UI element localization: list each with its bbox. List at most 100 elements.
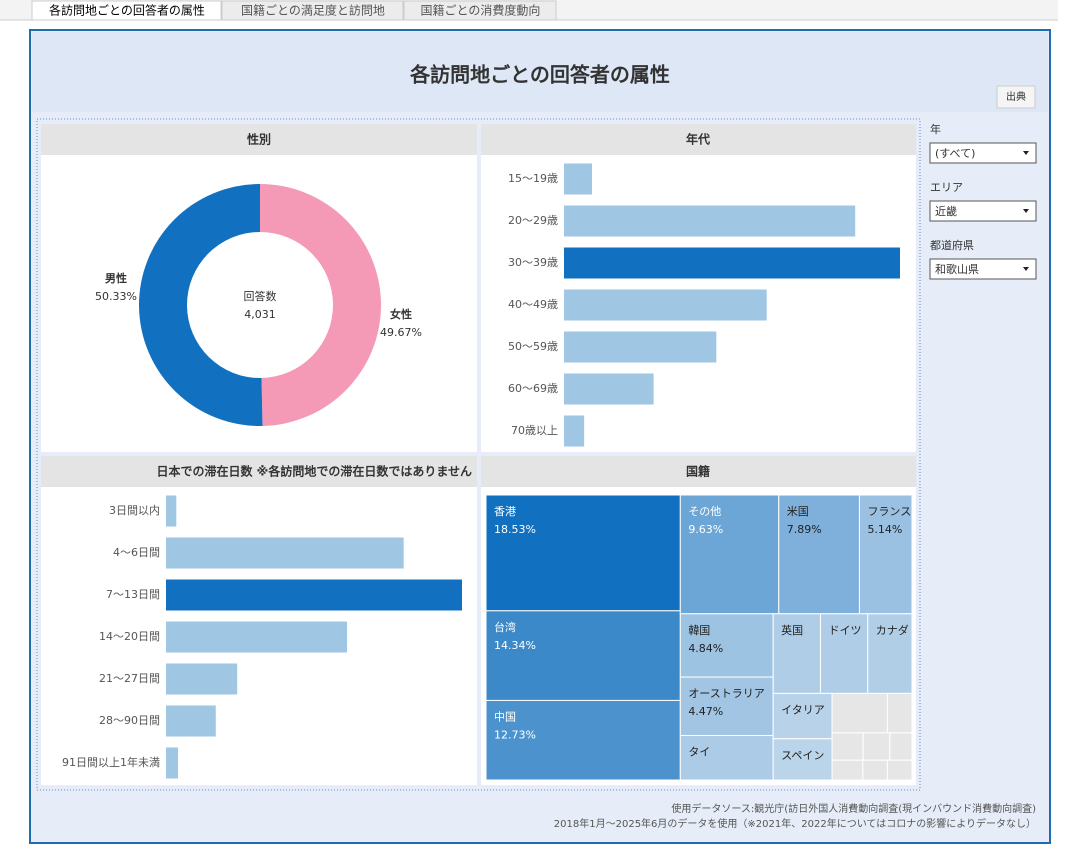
treemap-cell — [485, 699, 681, 781]
panel — [41, 456, 477, 785]
bar — [564, 205, 856, 237]
cell-label: 米国 — [787, 505, 809, 518]
treemap-cell — [819, 613, 869, 694]
dropdown-value[interactable]: (すべて) — [935, 147, 975, 160]
y-tick-label: 28〜90日間 — [99, 714, 160, 727]
cell-label: 韓国 — [688, 624, 710, 637]
bar — [166, 579, 462, 611]
y-tick-label: 60〜69歳 — [508, 382, 558, 395]
cell-value: 7.89% — [787, 523, 822, 536]
bar — [166, 495, 177, 527]
dropdown-arrow[interactable] — [1023, 267, 1029, 271]
cell-label: イタリア — [781, 703, 825, 716]
treemap-cell — [831, 692, 888, 734]
tab-label[interactable]: 各訪問地ごとの回答者の属性 — [49, 3, 205, 18]
tab[interactable] — [403, 0, 557, 21]
panel-header — [481, 124, 916, 155]
bar — [166, 621, 348, 653]
tab[interactable] — [31, 0, 222, 21]
treemap-cell — [485, 610, 681, 701]
tab-label[interactable]: 国籍ごとの消費度動向 — [421, 3, 541, 18]
slice-label: 男性 — [105, 271, 127, 285]
dropdown-value[interactable]: 和歌山県 — [935, 262, 979, 276]
bar — [564, 163, 592, 195]
cell-label: スペイン — [781, 749, 824, 762]
y-tick-label: 21〜27日間 — [99, 672, 160, 685]
dropdown[interactable] — [929, 258, 1037, 280]
tab-label[interactable]: 国籍ごとの満足度と訪問地 — [241, 3, 385, 18]
title-area — [32, 32, 1048, 112]
y-tick-label: 4〜6日間 — [113, 546, 160, 559]
dropdown-value[interactable]: 近畿 — [935, 204, 957, 218]
treemap-cell — [831, 759, 864, 781]
slice-label: 女性 — [390, 307, 412, 321]
slice-value: 50.33% — [95, 290, 137, 303]
bar — [564, 289, 767, 321]
source-button[interactable] — [996, 85, 1036, 109]
slice-value: 49.67% — [380, 326, 422, 339]
panel-title: 性別 — [246, 132, 271, 147]
dropdown[interactable] — [929, 200, 1037, 222]
cell-value: 12.73% — [494, 728, 536, 741]
panel-title: 国籍 — [686, 464, 710, 479]
cell-label: 台湾 — [494, 620, 516, 634]
bar — [166, 537, 404, 569]
filter-label: 都道府県 — [930, 238, 974, 252]
donut-slice — [138, 184, 263, 427]
filter-label: 年 — [930, 122, 941, 136]
bar — [166, 663, 238, 695]
cell-value: 9.63% — [688, 523, 723, 536]
cell-value: 4.47% — [688, 705, 723, 718]
treemap-cell — [679, 494, 780, 615]
treemap-cell — [679, 676, 774, 737]
dropdown-arrow[interactable] — [1023, 151, 1029, 155]
y-tick-label: 14〜20日間 — [99, 630, 160, 643]
footer-text: 使用データソース:観光庁(訪日外国人消費動向調査(現インバウンド消費動向調査) — [671, 802, 1036, 815]
treemap-cell — [679, 735, 774, 781]
y-tick-label: 7〜13日間 — [106, 588, 160, 601]
y-tick-label: 40〜49歳 — [508, 298, 558, 311]
footer-text: 2018年1月～2025年6月のデータを使用（※2021年、2022年については… — [554, 817, 1036, 830]
dropdown-arrow[interactable] — [1023, 209, 1029, 213]
panel-header — [481, 456, 916, 487]
panel — [481, 124, 916, 452]
treemap-cell — [772, 613, 821, 694]
cell-label: オーストラリア — [688, 687, 764, 700]
y-tick-label: 3日間以内 — [109, 503, 160, 517]
cell-label: 中国 — [494, 710, 516, 723]
cell-value: 4.84% — [688, 642, 723, 655]
treemap-cell — [886, 692, 913, 734]
panel-header — [41, 124, 477, 155]
cell-value: 5.14% — [867, 523, 902, 536]
dashboard-title: 各訪問地ごとの回答者の属性 — [409, 63, 670, 87]
y-tick-label: 15〜19歳 — [508, 172, 558, 185]
cell-label: ドイツ — [828, 624, 861, 637]
panel-title: 年代 — [686, 132, 710, 147]
source-button-label[interactable]: 出典 — [1006, 90, 1026, 103]
panel-title: 日本での滞在日数 ※各訪問地での滞在日数ではありません — [157, 464, 473, 479]
treemap-cell — [862, 759, 888, 781]
tab[interactable] — [221, 0, 404, 21]
dropdown[interactable] — [929, 142, 1037, 164]
y-tick-label: 30〜39歳 — [508, 256, 558, 269]
treemap-cell — [867, 613, 913, 694]
bar — [564, 373, 654, 405]
cell-value: 14.34% — [494, 639, 536, 652]
bar — [564, 415, 585, 447]
center-value: 4,031 — [244, 308, 276, 321]
bar — [166, 705, 216, 737]
filter-label: エリア — [930, 181, 963, 194]
treemap-cell — [831, 732, 864, 761]
bar — [166, 747, 179, 779]
bar — [564, 331, 717, 363]
center-label: 回答数 — [244, 289, 277, 303]
donut-slice — [260, 184, 381, 426]
treemap-cell — [886, 759, 913, 781]
y-tick-label: 50〜59歳 — [508, 340, 558, 353]
cell-label: 香港 — [494, 505, 516, 518]
cell-value: 18.53% — [494, 523, 536, 536]
cell-label: フランス — [867, 505, 911, 518]
bar — [564, 247, 900, 279]
cell-label: 英国 — [781, 623, 803, 637]
